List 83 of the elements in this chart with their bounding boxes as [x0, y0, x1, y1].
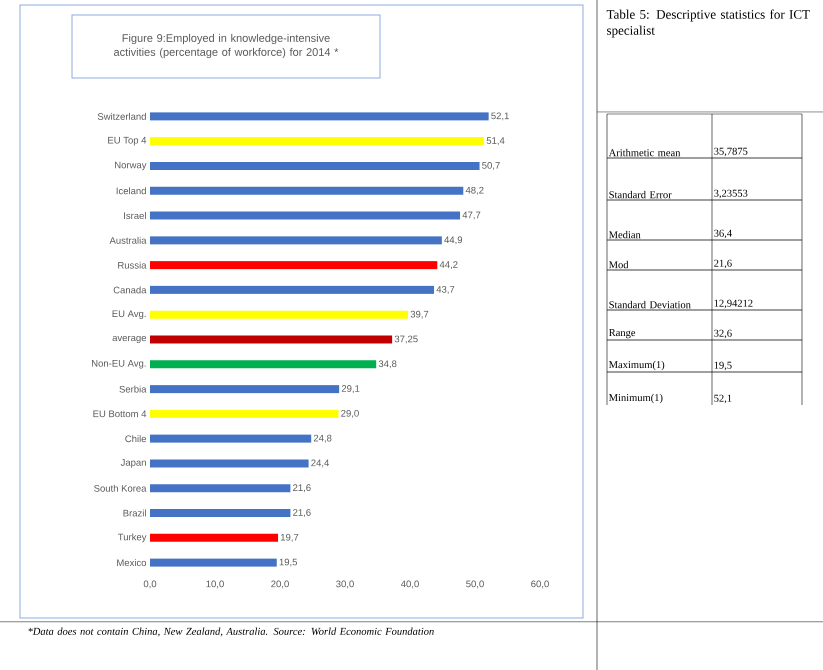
data-label: 50,7 — [482, 162, 500, 170]
data-label: 52,1 — [491, 112, 509, 120]
bar — [150, 137, 484, 146]
x-tick-label: 30,0 — [336, 580, 354, 588]
text: Standard Error — [609, 190, 672, 198]
text: Minimum(1) — [609, 394, 662, 404]
y-tick-label: Serbia — [119, 386, 146, 393]
text: 3,23553 — [714, 190, 748, 198]
bar — [150, 335, 392, 344]
y-tick-label: Chile — [125, 435, 146, 442]
bar — [150, 236, 442, 244]
text: 35,7875 — [714, 148, 748, 156]
text: Table 5: Descriptive statistics for ICT specialist — [606, 10, 810, 38]
x-tick-label: 10,0 — [206, 580, 224, 588]
bar — [150, 509, 290, 518]
text: Arithmetic mean — [608, 148, 680, 156]
text: Standard Deviation — [609, 300, 691, 308]
bar — [150, 385, 340, 394]
data-label: 44,2 — [440, 261, 458, 270]
data-label: 19,7 — [280, 534, 298, 542]
data-label: 37,25 — [394, 336, 418, 344]
y-tick-label: Non-EU Avg. — [92, 360, 146, 369]
data-label: 24,4 — [311, 460, 330, 468]
x-tick-label: 50,0 — [466, 580, 484, 588]
text: Range — [609, 329, 636, 338]
text: 12,94212 — [714, 300, 752, 308]
y-tick-label: Norway — [115, 162, 146, 170]
y-tick-label: Israel — [124, 212, 146, 220]
y-tick-label: Mexico — [117, 559, 146, 566]
data-label: 21,6 — [293, 509, 311, 517]
x-tick-label: 20,0 — [271, 580, 289, 588]
bar — [150, 112, 489, 120]
data-label: 47,7 — [462, 212, 480, 220]
text: Median — [609, 230, 641, 238]
text: 21,6 — [714, 260, 732, 268]
data-label: 24,8 — [314, 434, 332, 443]
data-label: 29,1 — [342, 385, 360, 394]
y-tick-label: Australia — [110, 236, 146, 244]
text: Mod — [609, 260, 628, 268]
y-tick-label: Russia — [118, 262, 146, 269]
y-tick-label: Turkey — [118, 533, 146, 542]
data-label: 48,2 — [466, 186, 484, 195]
data-label: 43,7 — [436, 286, 454, 294]
bar — [150, 410, 339, 418]
data-label: 21,6 — [293, 484, 311, 492]
text: 32,6 — [714, 330, 732, 338]
y-tick-label: average — [112, 336, 146, 344]
bar — [150, 459, 309, 468]
text: 52,1 — [714, 394, 732, 404]
data-label: 51,4 — [486, 137, 505, 146]
bar — [150, 534, 278, 542]
y-tick-label: EU Avg. — [112, 310, 146, 319]
y-tick-label: Switzerland — [98, 112, 146, 120]
data-label: 34,8 — [378, 360, 396, 368]
y-tick-label: Brazil — [124, 510, 146, 517]
bar — [150, 261, 438, 270]
bar — [150, 162, 480, 170]
y-tick-label: Iceland — [116, 187, 146, 194]
y-tick-label: EU Top 4 — [108, 136, 146, 146]
bar — [150, 434, 312, 443]
y-tick-label: South Korea — [94, 484, 146, 492]
text: 36,4 — [714, 230, 732, 238]
y-tick-label: EU Bottom 4 — [93, 410, 146, 418]
data-label: 39,7 — [410, 310, 428, 319]
bar — [150, 186, 464, 195]
y-tick-label: Japan — [120, 459, 146, 468]
data-label: 29,0 — [341, 410, 359, 418]
bar — [150, 286, 434, 294]
bar — [150, 212, 460, 220]
data-label: 44,9 — [444, 236, 462, 244]
bar — [150, 310, 408, 319]
y-tick-label: Canada — [114, 286, 146, 294]
chart-title: Figure 9:Employed in knowledge-intensive activities (percentage of workforce) for 2014 * — [114, 34, 338, 58]
bar — [150, 360, 376, 368]
text: Maximum(1) — [609, 360, 664, 370]
text: 19,5 — [714, 362, 732, 370]
bar — [150, 484, 290, 492]
x-tick-label: 40,0 — [400, 580, 419, 588]
bar — [150, 558, 277, 567]
x-tick-label: 60,0 — [531, 580, 549, 588]
data-label: 19,5 — [280, 558, 298, 567]
text: *Data does not contain China, New Zealand, Australia. Source: World Economic Foundation — [28, 628, 434, 636]
x-tick-label: 0,0 — [144, 580, 156, 588]
